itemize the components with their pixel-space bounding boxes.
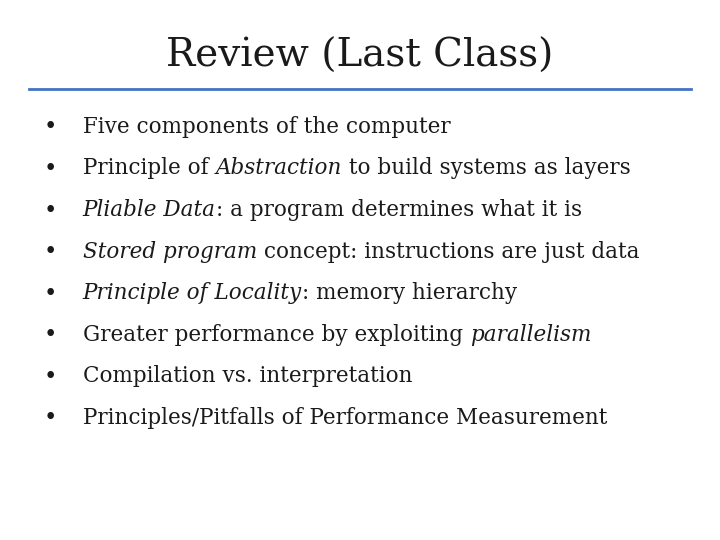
Text: •: • [44,116,57,138]
Text: •: • [44,240,57,263]
Text: parallelism: parallelism [470,324,591,346]
Text: Principle of Locality: Principle of Locality [83,282,302,304]
Text: Compilation vs. interpretation: Compilation vs. interpretation [83,366,413,387]
Text: Abstraction: Abstraction [215,158,342,179]
Text: •: • [44,282,57,305]
Text: Pliable Data: Pliable Data [83,199,216,221]
Text: •: • [44,323,57,346]
Text: to build systems as layers: to build systems as layers [342,158,631,179]
Text: concept: instructions are just data: concept: instructions are just data [257,241,639,262]
Text: Five components of the computer: Five components of the computer [83,116,451,138]
Text: : a program determines what it is: : a program determines what it is [216,199,582,221]
Text: Review (Last Class): Review (Last Class) [166,38,554,75]
Text: •: • [44,407,57,429]
Text: Greater performance by exploiting: Greater performance by exploiting [83,324,470,346]
Text: : memory hierarchy: : memory hierarchy [302,282,517,304]
Text: •: • [44,199,57,221]
Text: Principles/Pitfalls of Performance Measurement: Principles/Pitfalls of Performance Measu… [83,407,607,429]
Text: Principle of: Principle of [83,158,215,179]
Text: •: • [44,157,57,180]
Text: Stored program: Stored program [83,241,257,262]
Text: •: • [44,365,57,388]
